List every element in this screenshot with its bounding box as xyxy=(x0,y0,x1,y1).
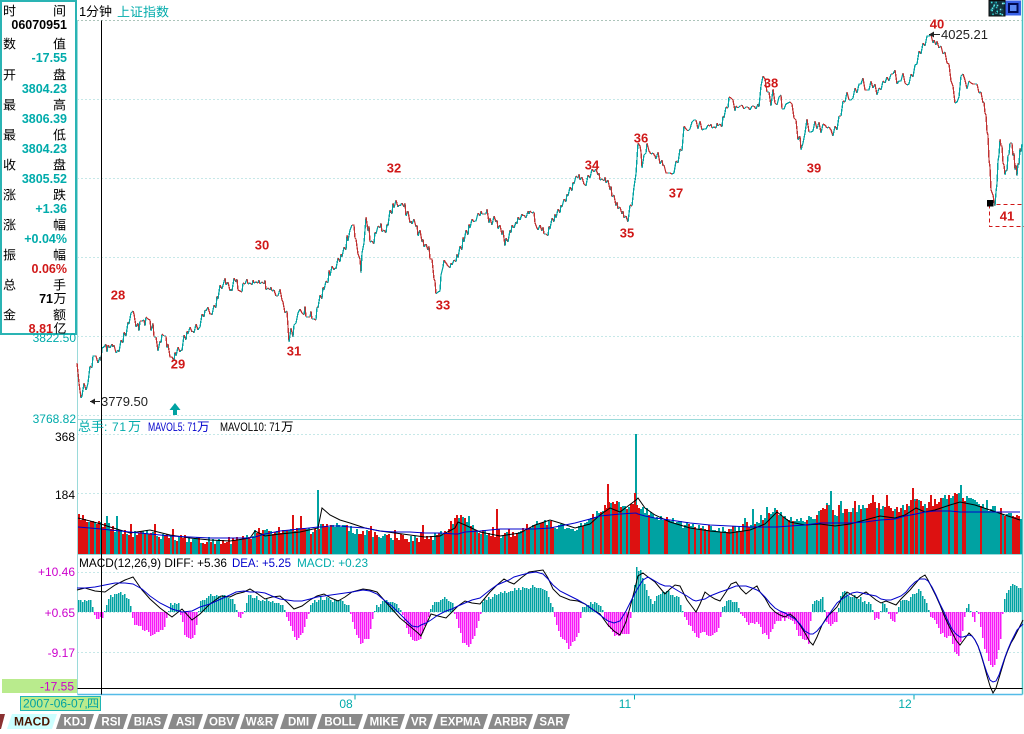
svg-text:BOLL: BOLL xyxy=(324,717,355,729)
svg-text:39: 39 xyxy=(807,161,821,176)
svg-text:32: 32 xyxy=(387,161,401,176)
svg-text:08: 08 xyxy=(339,697,353,711)
svg-text:MAVOL5: 71: MAVOL5: 71 xyxy=(148,422,197,434)
svg-text:35: 35 xyxy=(620,226,634,241)
svg-text:31: 31 xyxy=(287,344,301,359)
svg-text:34: 34 xyxy=(585,158,600,173)
svg-text:MACD: +0.23: MACD: +0.23 xyxy=(297,556,368,570)
svg-text:71: 71 xyxy=(39,292,53,306)
svg-text:3805.52: 3805.52 xyxy=(22,172,67,186)
svg-text:MAVOL10: 71: MAVOL10: 71 xyxy=(220,422,280,434)
svg-text:3806.39: 3806.39 xyxy=(22,112,67,126)
svg-text:11: 11 xyxy=(619,697,632,711)
svg-text:3804.23: 3804.23 xyxy=(22,82,67,96)
svg-text:3822.50: 3822.50 xyxy=(33,331,77,345)
svg-text:12: 12 xyxy=(898,697,912,711)
svg-text:OBV: OBV xyxy=(209,717,234,729)
svg-text:VR: VR xyxy=(411,717,428,729)
svg-text:ASI: ASI xyxy=(176,717,195,729)
svg-text:36: 36 xyxy=(634,131,648,146)
svg-text:MIKE: MIKE xyxy=(370,717,399,729)
svg-text:4025.21: 4025.21 xyxy=(941,27,988,42)
svg-text:MACD: MACD xyxy=(14,715,50,729)
svg-text:184: 184 xyxy=(55,488,75,502)
svg-text:W&R: W&R xyxy=(246,717,274,729)
svg-text:3804.23: 3804.23 xyxy=(22,142,67,156)
svg-text:3768.82: 3768.82 xyxy=(33,412,77,426)
svg-text:-9.17: -9.17 xyxy=(48,646,76,660)
svg-text:3779.50: 3779.50 xyxy=(101,394,148,409)
svg-text:28: 28 xyxy=(111,288,125,303)
svg-text:-17.55: -17.55 xyxy=(32,51,67,65)
svg-text:MACD(12,26,9) DIFF: +5.36: MACD(12,26,9) DIFF: +5.36 xyxy=(79,556,227,570)
svg-text:DEA: +5.25: DEA: +5.25 xyxy=(232,556,291,570)
svg-text:+10.46: +10.46 xyxy=(38,565,75,579)
svg-text:BIAS: BIAS xyxy=(134,717,162,729)
svg-text:368: 368 xyxy=(55,430,75,444)
svg-text:+1.36: +1.36 xyxy=(35,202,67,216)
svg-text:DMI: DMI xyxy=(288,717,309,729)
svg-text:2007-06-07,: 2007-06-07, xyxy=(23,697,88,711)
svg-text:EXPMA: EXPMA xyxy=(440,717,481,729)
svg-text:+0.65: +0.65 xyxy=(45,606,76,620)
svg-text:SAR: SAR xyxy=(539,717,564,729)
svg-text:33: 33 xyxy=(436,298,450,313)
svg-text:06070951: 06070951 xyxy=(11,18,67,32)
svg-text:38: 38 xyxy=(764,76,778,91)
svg-text:1: 1 xyxy=(79,4,86,19)
svg-text:ARBR: ARBR xyxy=(494,717,528,729)
svg-text:0.06%: 0.06% xyxy=(32,262,67,276)
svg-text:KDJ: KDJ xyxy=(63,717,86,729)
svg-text:+0.04%: +0.04% xyxy=(24,232,67,246)
svg-text:-17.55: -17.55 xyxy=(40,680,74,694)
svg-text:29: 29 xyxy=(171,357,185,372)
svg-text:37: 37 xyxy=(669,186,683,201)
svg-text:41: 41 xyxy=(1000,209,1014,224)
svg-text:30: 30 xyxy=(255,238,269,253)
svg-text:: 71: : 71 xyxy=(104,420,126,434)
svg-text:RSI: RSI xyxy=(101,717,120,729)
